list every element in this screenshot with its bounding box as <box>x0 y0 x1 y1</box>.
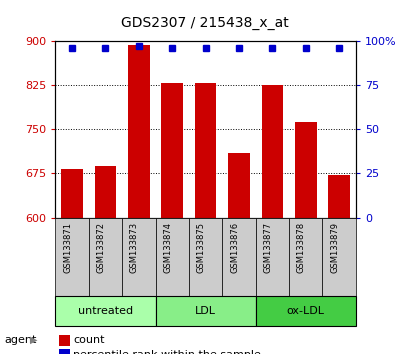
Bar <box>261 85 283 218</box>
Bar <box>94 166 116 218</box>
Text: ▶: ▶ <box>29 335 37 344</box>
Bar <box>55 218 88 296</box>
Bar <box>88 218 122 296</box>
Bar <box>194 83 216 218</box>
Bar <box>322 218 355 296</box>
Bar <box>189 218 222 296</box>
Text: LDL: LDL <box>195 306 216 316</box>
Text: GDS2307 / 215438_x_at: GDS2307 / 215438_x_at <box>121 16 288 30</box>
Bar <box>161 83 183 218</box>
Bar <box>55 296 155 326</box>
Text: GSM133873: GSM133873 <box>130 222 139 273</box>
Bar <box>227 153 249 218</box>
Text: GSM133876: GSM133876 <box>229 222 238 273</box>
Text: GSM133878: GSM133878 <box>296 222 305 273</box>
Text: GSM133872: GSM133872 <box>96 222 105 273</box>
Text: ox-LDL: ox-LDL <box>286 306 324 316</box>
Bar <box>255 218 288 296</box>
Bar <box>61 169 83 218</box>
Bar <box>288 218 322 296</box>
Text: untreated: untreated <box>78 306 133 316</box>
Bar <box>59 349 70 354</box>
Bar <box>155 218 189 296</box>
Bar <box>128 45 149 218</box>
Text: GSM133877: GSM133877 <box>263 222 272 273</box>
Text: GSM133875: GSM133875 <box>196 222 205 273</box>
Text: percentile rank within the sample: percentile rank within the sample <box>73 349 260 354</box>
Text: GSM133879: GSM133879 <box>329 222 338 273</box>
Bar <box>294 122 316 218</box>
Bar <box>59 335 70 347</box>
Bar <box>155 296 255 326</box>
Text: agent: agent <box>4 335 36 344</box>
Bar <box>255 296 355 326</box>
Text: GSM133874: GSM133874 <box>163 222 172 273</box>
Bar <box>328 175 349 218</box>
Text: GSM133871: GSM133871 <box>63 222 72 273</box>
Bar <box>222 218 255 296</box>
Bar <box>122 218 155 296</box>
Text: count: count <box>73 335 104 344</box>
